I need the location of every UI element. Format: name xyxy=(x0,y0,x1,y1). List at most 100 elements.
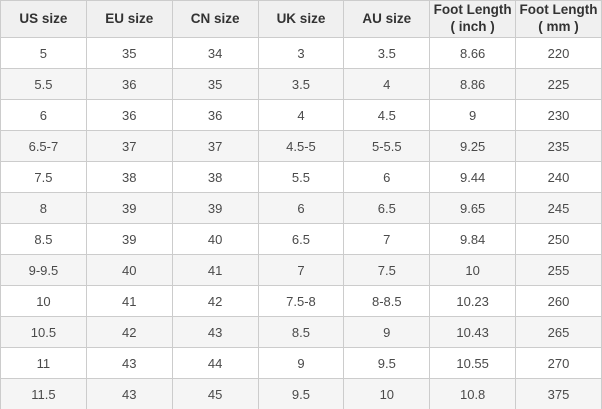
table-cell: 8 xyxy=(0,192,87,224)
table-cell: 9.5 xyxy=(343,347,431,379)
column-header: US size xyxy=(0,0,87,38)
table-cell: 8.5 xyxy=(257,316,345,348)
table-cell: 5 xyxy=(0,37,87,69)
table-cell: 240 xyxy=(515,161,602,193)
table-cell: 255 xyxy=(515,254,602,286)
table-cell: 4 xyxy=(343,68,431,100)
table-cell: 41 xyxy=(171,254,259,286)
table-cell: 7 xyxy=(343,223,431,255)
table-cell: 39 xyxy=(85,192,173,224)
table-cell: 230 xyxy=(515,99,602,131)
table-cell: 6.5 xyxy=(343,192,431,224)
table-cell: 43 xyxy=(85,347,173,379)
table-row: 5.5 36 35 3.5 4 8.86 225 xyxy=(0,68,602,100)
table-cell: 9.44 xyxy=(429,161,517,193)
table-cell: 245 xyxy=(515,192,602,224)
table-row: 6.5-7 37 37 4.5-5 5-5.5 9.25 235 xyxy=(0,130,602,162)
table-cell: 6 xyxy=(257,192,345,224)
table-cell: 225 xyxy=(515,68,602,100)
table-cell: 36 xyxy=(85,68,173,100)
table-cell: 5-5.5 xyxy=(343,130,431,162)
table-row: 11 43 44 9 9.5 10.55 270 xyxy=(0,347,602,379)
table-cell: 43 xyxy=(171,316,259,348)
table-cell: 7.5 xyxy=(343,254,431,286)
column-header: UK size xyxy=(257,0,345,38)
table-cell: 42 xyxy=(171,285,259,317)
table-cell: 9.84 xyxy=(429,223,517,255)
table-cell: 10.43 xyxy=(429,316,517,348)
table-cell: 4.5-5 xyxy=(257,130,345,162)
table-cell: 5.5 xyxy=(257,161,345,193)
table-cell: 34 xyxy=(171,37,259,69)
table-cell: 8.66 xyxy=(429,37,517,69)
table-cell: 250 xyxy=(515,223,602,255)
table-cell: 3.5 xyxy=(257,68,345,100)
table-cell: 6.5 xyxy=(257,223,345,255)
table-row: 5 35 34 3 3.5 8.66 220 xyxy=(0,37,602,69)
table-cell: 43 xyxy=(85,378,173,409)
table-cell: 37 xyxy=(85,130,173,162)
column-header: AU size xyxy=(343,0,431,38)
table-row: 8.5 39 40 6.5 7 9.84 250 xyxy=(0,223,602,255)
table-cell: 11 xyxy=(0,347,87,379)
table-cell: 9.5 xyxy=(257,378,345,409)
table-cell: 10.23 xyxy=(429,285,517,317)
table-cell: 35 xyxy=(171,68,259,100)
table-cell: 7 xyxy=(257,254,345,286)
header-row: US size EU size CN size UK size AU size Foot … xyxy=(0,0,602,38)
table-cell: 38 xyxy=(171,161,259,193)
table-cell: 39 xyxy=(85,223,173,255)
table-cell: 45 xyxy=(171,378,259,409)
table-cell: 10.55 xyxy=(429,347,517,379)
table-cell: 39 xyxy=(171,192,259,224)
table-cell: 6 xyxy=(343,161,431,193)
table-cell: 10.5 xyxy=(0,316,87,348)
table-cell: 5.5 xyxy=(0,68,87,100)
table-cell: 270 xyxy=(515,347,602,379)
table-row: 8 39 39 6 6.5 9.65 245 xyxy=(0,192,602,224)
column-header: Foot Length ( mm ) xyxy=(515,0,602,38)
table-cell: 4.5 xyxy=(343,99,431,131)
table-cell: 11.5 xyxy=(0,378,87,409)
table-cell: 10.8 xyxy=(429,378,517,409)
table-cell: 36 xyxy=(171,99,259,131)
column-header: CN size xyxy=(171,0,259,38)
table-row: 10 41 42 7.5-8 8-8.5 10.23 260 xyxy=(0,285,602,317)
table-cell: 265 xyxy=(515,316,602,348)
table-cell: 6.5-7 xyxy=(0,130,87,162)
column-header: EU size xyxy=(85,0,173,38)
table-cell: 6 xyxy=(0,99,87,131)
table-cell: 3.5 xyxy=(343,37,431,69)
table-cell: 10 xyxy=(0,285,87,317)
table-body: 5 35 34 3 3.5 8.66 220 5.5 36 35 3.5 4 8.86 225 6 36 36 4… xyxy=(0,37,602,409)
table-cell: 9 xyxy=(343,316,431,348)
table-cell: 4 xyxy=(257,99,345,131)
table-cell: 235 xyxy=(515,130,602,162)
table-cell: 42 xyxy=(85,316,173,348)
table-cell: 38 xyxy=(85,161,173,193)
table-cell: 8.86 xyxy=(429,68,517,100)
table-cell: 40 xyxy=(85,254,173,286)
table-header: US size EU size CN size UK size AU size Foot … xyxy=(0,0,602,38)
table-cell: 3 xyxy=(257,37,345,69)
table-cell: 9 xyxy=(257,347,345,379)
table-cell: 9.65 xyxy=(429,192,517,224)
table-cell: 7.5 xyxy=(0,161,87,193)
table-cell: 7.5-8 xyxy=(257,285,345,317)
table-cell: 260 xyxy=(515,285,602,317)
table-cell: 44 xyxy=(171,347,259,379)
table-cell: 9 xyxy=(429,99,517,131)
table-cell: 375 xyxy=(515,378,602,409)
table-cell: 220 xyxy=(515,37,602,69)
table-row: 10.5 42 43 8.5 9 10.43 265 xyxy=(0,316,602,348)
table-cell: 9.25 xyxy=(429,130,517,162)
table-cell: 9-9.5 xyxy=(0,254,87,286)
table-cell: 37 xyxy=(171,130,259,162)
table-cell: 35 xyxy=(85,37,173,69)
table-cell: 41 xyxy=(85,285,173,317)
table-cell: 40 xyxy=(171,223,259,255)
table-cell: 10 xyxy=(343,378,431,409)
table-cell: 8-8.5 xyxy=(343,285,431,317)
